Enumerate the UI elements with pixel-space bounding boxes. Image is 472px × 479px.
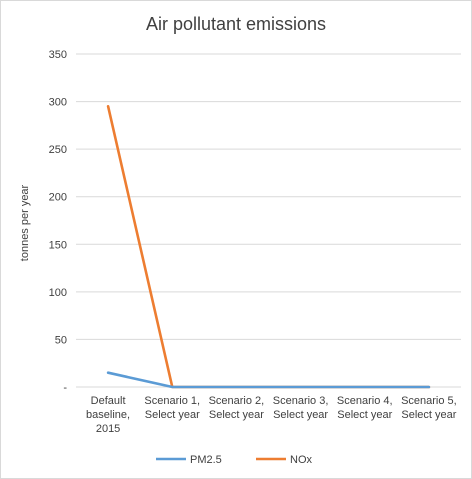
y-tick-label: 300	[49, 97, 67, 109]
x-tick-label: Scenario 2, Select year	[209, 395, 265, 421]
y-tick-label: 100	[49, 287, 67, 299]
y-tick-label: -	[63, 382, 67, 394]
x-tick-label: Scenario 5, Select year	[401, 395, 457, 421]
x-tick-labels: Default baseline, 2015 Scenario 1, Select ye…	[86, 395, 457, 435]
x-tick-label: Scenario 3, Select year	[273, 395, 329, 421]
legend-label: PM2.5	[190, 454, 222, 466]
x-tick-label: Scenario 1, Select year	[144, 395, 200, 421]
y-tick-label: 200	[49, 192, 67, 204]
x-tick-label: Default baseline, 2015	[86, 395, 130, 435]
series-lines	[106, 105, 431, 389]
legend: PM2.5 NOx	[156, 454, 313, 466]
y-tick-label: 50	[55, 334, 67, 346]
x-tick-label: Scenario 4, Select year	[337, 395, 393, 421]
legend-label: NOx	[290, 454, 313, 466]
y-axis-title: tonnes per year	[19, 184, 31, 261]
y-tick-label: 350	[49, 49, 67, 61]
series-line-pm2-5	[106, 371, 431, 389]
series-line-nox	[106, 105, 431, 389]
y-tick-labels: - 50 100 150 200 250 300 350	[49, 49, 68, 394]
y-tick-label: 250	[49, 144, 67, 156]
y-tick-label: 150	[49, 239, 67, 251]
chart-title: Air pollutant emissions	[146, 14, 326, 34]
